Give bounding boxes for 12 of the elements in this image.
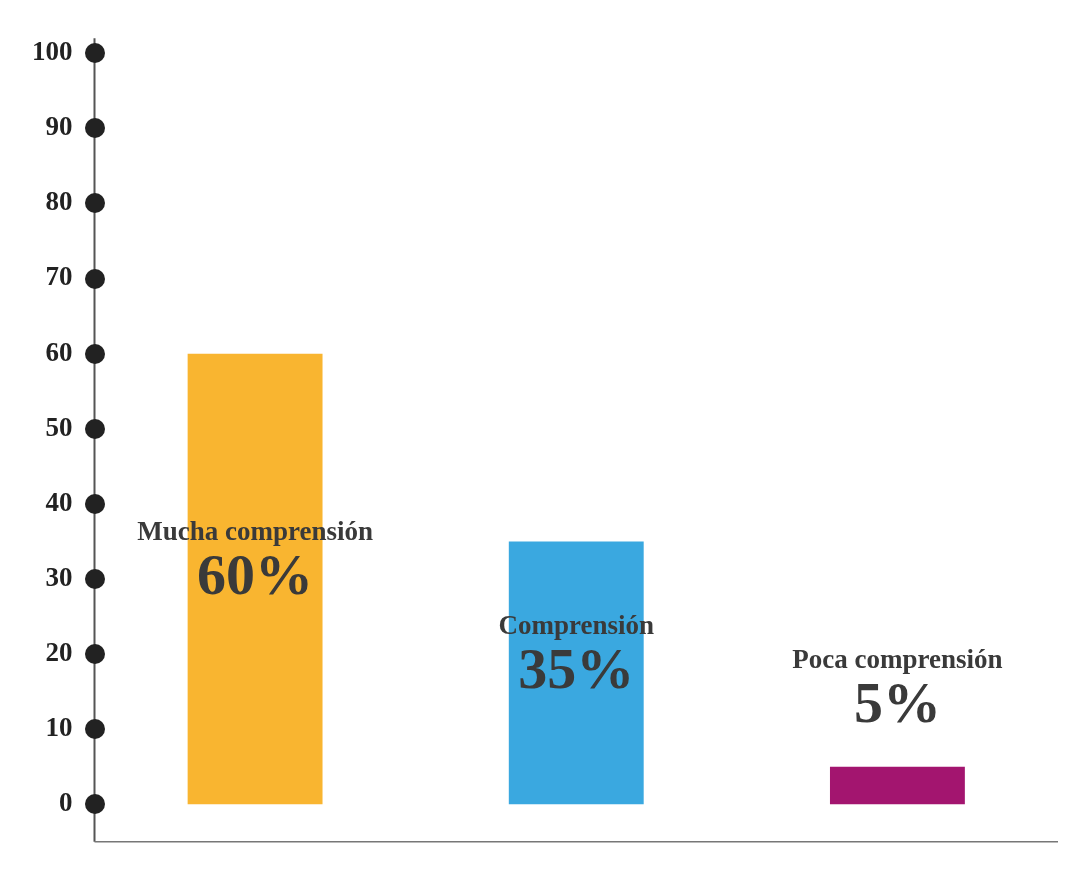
y-tick-label: 10 — [45, 712, 73, 743]
y-tick-label: 80 — [45, 186, 73, 217]
y-tick-label: 100 — [32, 36, 73, 67]
y-tick-label: 60 — [45, 336, 73, 367]
y-tick-label: 20 — [45, 637, 73, 668]
y-tick-label: 90 — [45, 111, 73, 142]
y-tick-label: 0 — [59, 787, 73, 818]
y-tick-label: 30 — [45, 561, 73, 592]
y-tick-label: 50 — [45, 411, 73, 442]
y-tick-label: 70 — [45, 261, 73, 292]
y-tick-label: 40 — [45, 486, 73, 517]
bar — [829, 766, 965, 805]
